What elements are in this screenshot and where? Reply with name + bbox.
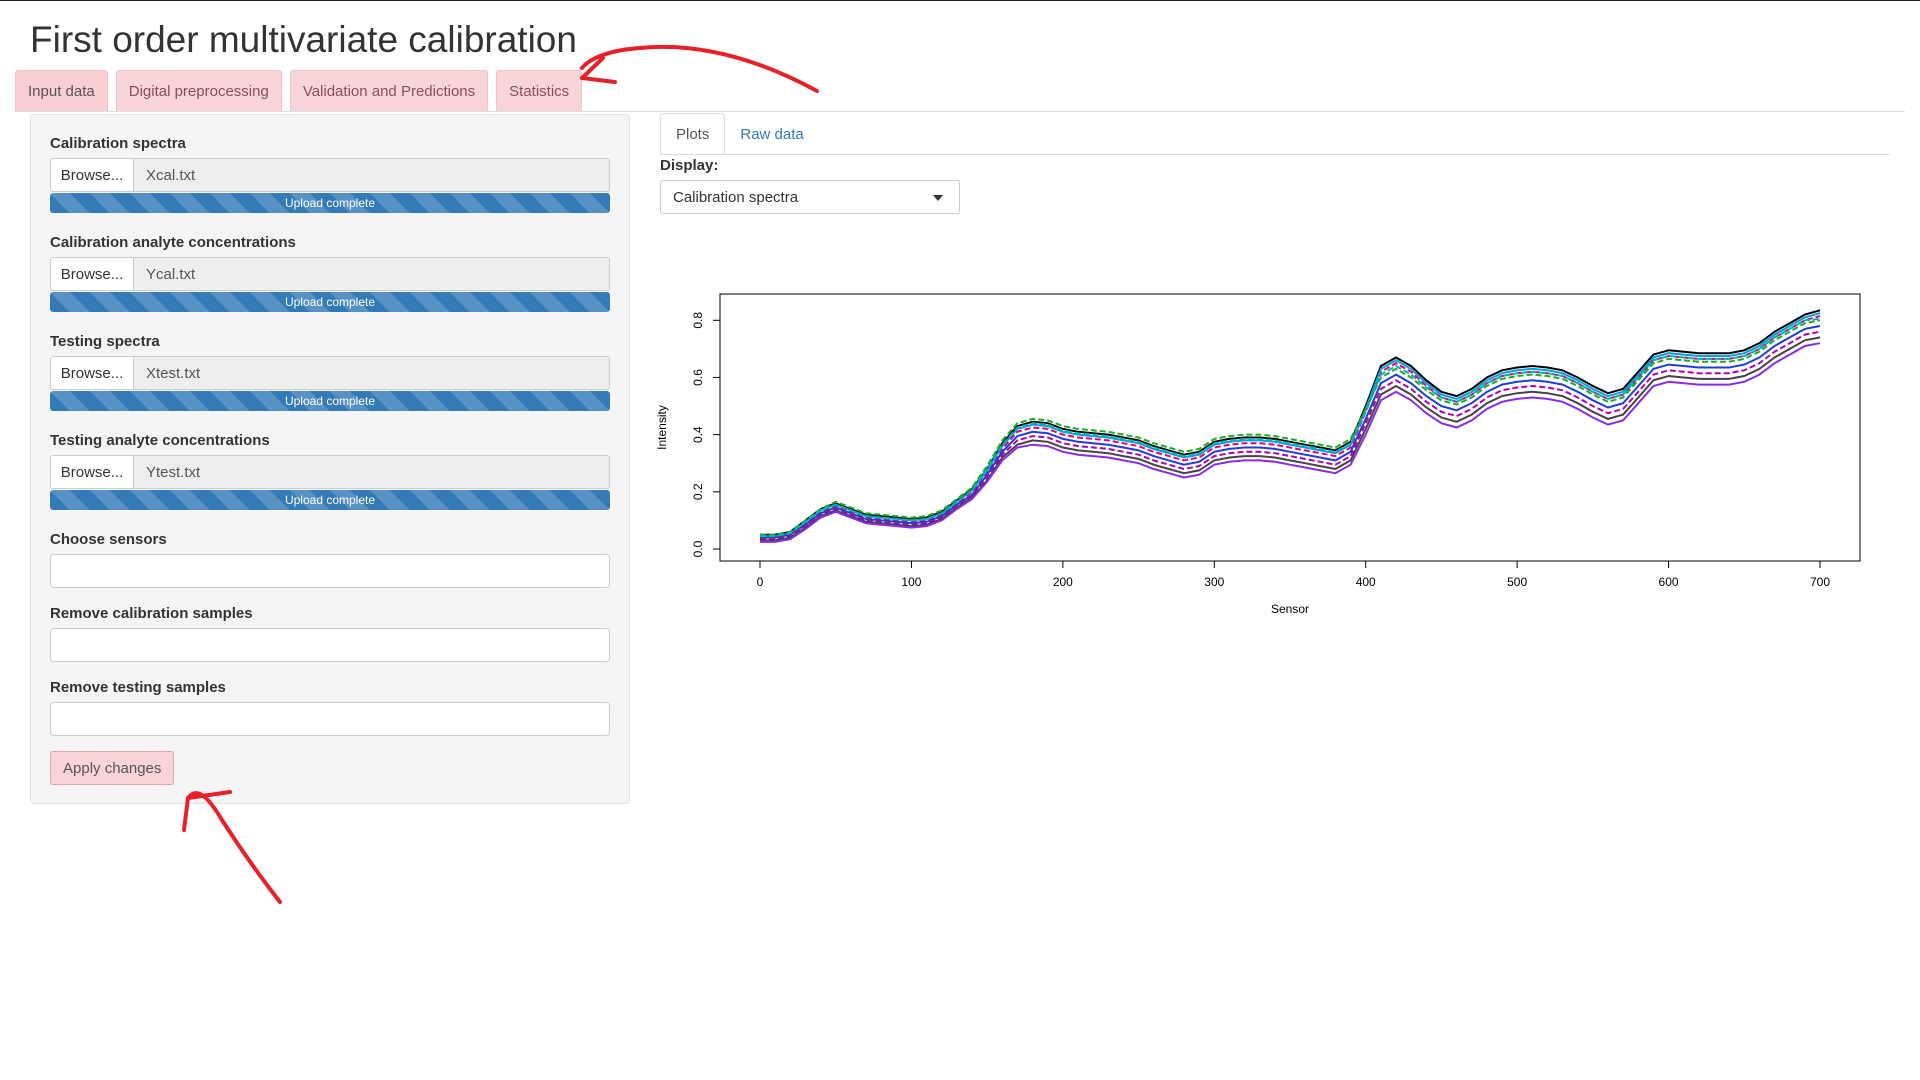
remove-testing-samples-input[interactable] [50,702,610,736]
main-tab-bar: Input data Digital preprocessing Validat… [15,70,590,112]
output-tab-divider [660,154,1890,155]
spectrum-line [760,342,1821,543]
spectrum-line [760,330,1821,540]
x-tick-label: 600 [1659,575,1679,589]
tab-plots[interactable]: Plots [660,113,726,155]
y-tick-label: 0.4 [691,426,705,443]
file-name-field[interactable]: Ytest.txt [134,455,610,489]
testing-spectra-label: Testing spectra [50,333,160,350]
testing-concentrations-file-input: Browse... Ytest.txt [50,455,610,489]
x-tick-label: 200 [1053,575,1073,589]
spectrum-line [760,319,1821,536]
x-tick-label: 100 [901,575,921,589]
x-tick-label: 700 [1810,575,1830,589]
tab-divider [15,111,1905,112]
display-select[interactable]: Calibration spectra [660,180,960,214]
testing-concentrations-label: Testing analyte concentrations [50,432,270,449]
page-title: First order multivariate calibration [30,19,577,60]
upload-progress-bar: Upload complete [50,391,610,411]
display-label: Display: [660,157,719,174]
browse-button[interactable]: Browse... [50,356,134,390]
top-border [0,0,1920,1]
display-select-value: Calibration spectra [673,188,799,206]
file-name-field[interactable]: Ycal.txt [134,257,610,291]
file-name-field[interactable]: Xcal.txt [134,158,610,192]
upload-progress-fill: Upload complete [50,490,610,510]
calibration-spectra-file-input: Browse... Xcal.txt [50,158,610,192]
x-tick-label: 500 [1507,575,1527,589]
tab-digital-preprocessing[interactable]: Digital preprocessing [115,70,282,112]
upload-progress-bar: Upload complete [50,490,610,510]
spectra-chart: 0 100 200 300 400 500 600 700 0.0 0.2 0.4 0.6 0.8 Sen… [655,293,1861,616]
browse-button[interactable]: Browse... [50,257,134,291]
spectrum-line [760,309,1821,536]
apply-changes-button[interactable]: Apply changes [50,751,175,785]
testing-spectra-file-input: Browse... Xtest.txt [50,356,610,390]
y-tick-label: 0.6 [691,369,705,386]
y-axis-label: Intensity [655,405,669,450]
x-tick-label: 0 [757,575,764,589]
output-tab-bar: Plots Raw data [660,113,819,155]
input-sidebar: Calibration spectra Browse... Xcal.txt U… [30,114,630,804]
arrow-icon [580,44,819,93]
choose-sensors-input[interactable] [50,554,610,588]
spectrum-line [760,336,1821,542]
spectrum-line [760,325,1821,539]
tab-validation-and-predictions[interactable]: Validation and Predictions [289,70,489,112]
x-tick-label: 300 [1204,575,1224,589]
y-tick-label: 0.0 [691,540,705,557]
calibration-concentrations-file-input: Browse... Ycal.txt [50,257,610,291]
upload-progress-fill: Upload complete [50,292,610,312]
remove-calibration-samples-label: Remove calibration samples [50,605,253,622]
calibration-spectra-label: Calibration spectra [50,135,186,152]
spectrum-line [760,317,1821,538]
browse-button[interactable]: Browse... [50,455,134,489]
upload-progress-bar: Upload complete [50,292,610,312]
remove-calibration-samples-input[interactable] [50,628,610,662]
y-tick-label: 0.2 [691,483,705,500]
upload-progress-bar: Upload complete [50,193,610,213]
upload-progress-fill: Upload complete [50,193,610,213]
calibration-concentrations-label: Calibration analyte concentrations [50,234,296,251]
choose-sensors-label: Choose sensors [50,531,167,548]
spectrum-line [760,315,1821,539]
file-name-field[interactable]: Xtest.txt [134,356,610,390]
remove-testing-samples-label: Remove testing samples [50,679,226,696]
x-tick-label: 400 [1356,575,1376,589]
browse-button[interactable]: Browse... [50,158,134,192]
caret-down-icon [933,195,943,201]
y-tick-label: 0.8 [691,312,705,329]
plot-frame [719,293,1861,562]
tab-raw-data[interactable]: Raw data [740,125,804,143]
tab-statistics[interactable]: Statistics [496,70,583,112]
upload-progress-fill: Upload complete [50,391,610,411]
spectrum-line [760,312,1821,538]
arrow-icon [182,790,282,904]
x-axis-label: Sensor [1271,602,1309,616]
tab-input-data[interactable]: Input data [15,70,108,112]
